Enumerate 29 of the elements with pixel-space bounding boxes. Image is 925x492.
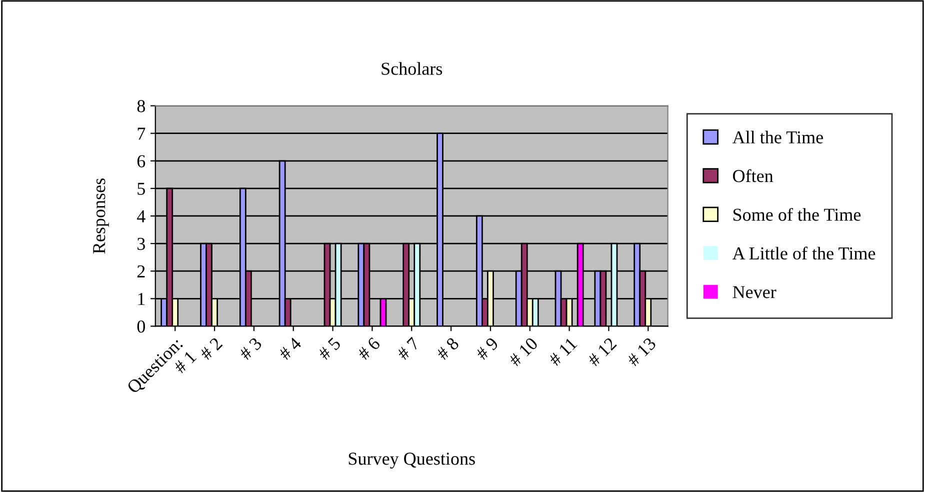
x-tick-label: # 7 (396, 336, 420, 361)
x-axis-title: Survey Questions (348, 452, 475, 469)
legend-label: Often (733, 169, 774, 182)
x-tick-label: # 4 (278, 336, 302, 361)
x-tick-label: # 6 (356, 336, 381, 361)
x-tick-label: # 5 (318, 336, 342, 361)
x-tick-label: # 12 (587, 337, 617, 367)
chart-title: Scholars (382, 62, 442, 75)
x-tick-label: # 10 (508, 336, 538, 368)
x-tick-label: # 13 (626, 336, 657, 368)
x-tick-label: # 11 (548, 337, 578, 366)
x-tick-label: # 3 (238, 336, 262, 361)
legend-label: Never (732, 286, 776, 298)
y-tick-label: 0 (137, 320, 145, 333)
legend-label: A Little of the Time (732, 246, 876, 260)
legend-label: Some of the Time (733, 208, 861, 221)
y-tick-label: 1 (138, 292, 145, 305)
y-axis-title: Responses (93, 178, 109, 254)
y-tick-label: 6 (137, 155, 146, 168)
x-tick-label: # 2 (199, 337, 223, 361)
x-tick-label: # 8 (436, 336, 460, 361)
y-tick-label: 5 (138, 182, 145, 195)
legend-label: All the Time (732, 130, 823, 144)
y-tick-label: 3 (138, 238, 145, 250)
x-tick-label: # 9 (475, 336, 499, 361)
y-tick-label: 8 (137, 100, 145, 112)
y-tick-label: 7 (138, 128, 146, 140)
y-tick-label: 4 (137, 210, 146, 222)
y-tick-label: 2 (137, 265, 145, 278)
